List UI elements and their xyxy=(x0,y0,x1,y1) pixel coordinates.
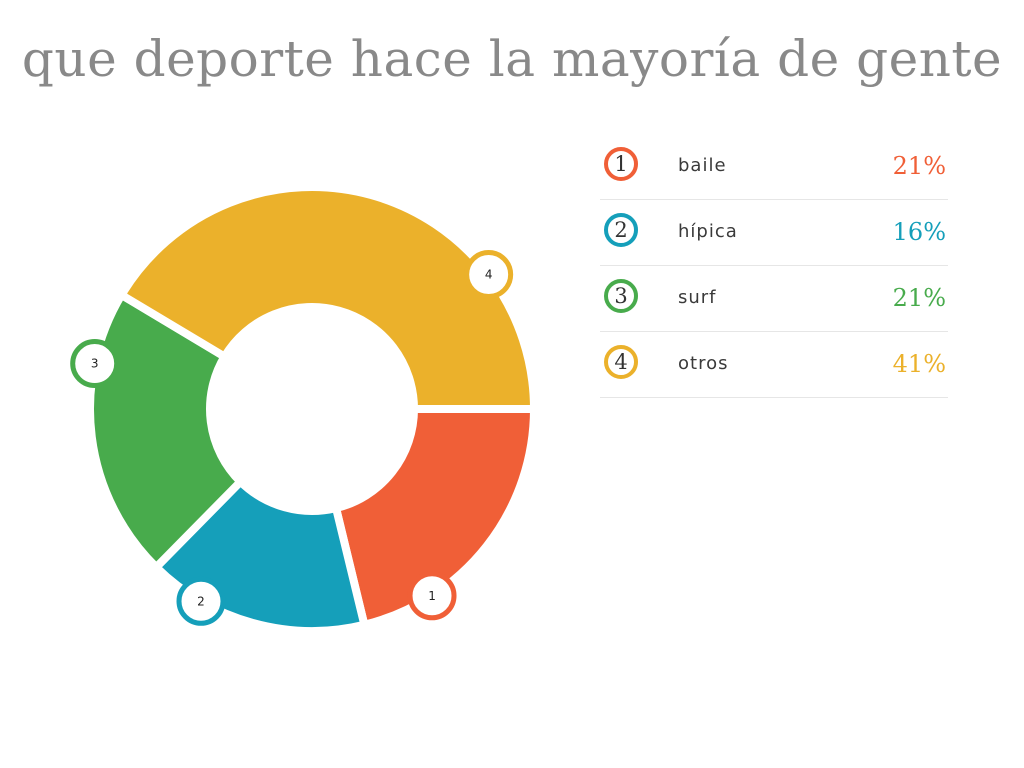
legend-value: 21% xyxy=(892,284,946,312)
legend-item-hípica: 2 hípica 16% xyxy=(600,200,948,266)
chart-title: que deporte hace la mayoría de gente xyxy=(21,30,1003,88)
legend-value: 41% xyxy=(892,350,946,378)
legend-number-badge: 4 xyxy=(604,345,638,379)
donut-slices xyxy=(86,183,539,635)
donut-slice-3 xyxy=(86,289,247,573)
legend-number-badge: 2 xyxy=(604,213,638,247)
slice-marker-label: 4 xyxy=(485,268,493,282)
legend-label: hípica xyxy=(678,221,738,242)
legend-item-baile: 1 baile 21% xyxy=(600,134,948,200)
slice-marker-2: 2 xyxy=(176,576,226,626)
legend-label: surf xyxy=(678,287,717,308)
legend-label: otros xyxy=(678,353,729,374)
legend-item-otros: 4 otros 41% xyxy=(600,332,948,398)
slice-marker-4: 4 xyxy=(464,250,514,300)
legend-value: 21% xyxy=(892,152,946,180)
legend-label: baile xyxy=(678,155,727,176)
slice-markers: 1 2 3 4 xyxy=(70,250,514,626)
legend-value: 16% xyxy=(892,218,946,246)
slice-marker-label: 3 xyxy=(91,357,99,371)
slice-marker-label: 2 xyxy=(197,594,205,608)
legend-item-surf: 3 surf 21% xyxy=(600,266,948,332)
donut-slice-4 xyxy=(116,183,539,413)
donut-slice-1 xyxy=(331,405,539,630)
slice-marker-1: 1 xyxy=(407,571,457,621)
slice-marker-3: 3 xyxy=(70,339,120,389)
legend-number-badge: 1 xyxy=(604,147,638,181)
slice-marker-label: 1 xyxy=(428,589,436,603)
donut-chart: 1 2 3 4 xyxy=(70,183,539,635)
chart-legend: 1 baile 21% 2 hípica 16% 3 surf 21% 4 otros 41% xyxy=(600,134,948,398)
legend-number-badge: 3 xyxy=(604,279,638,313)
